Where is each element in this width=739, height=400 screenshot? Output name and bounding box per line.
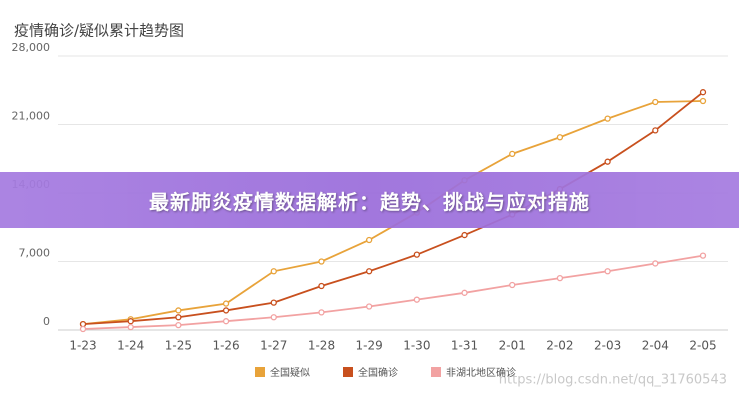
x-tick-label: 1-26 bbox=[212, 339, 239, 353]
data-point bbox=[318, 258, 325, 265]
data-point bbox=[556, 274, 564, 282]
data-point bbox=[175, 321, 182, 329]
y-tick-label: 0 bbox=[43, 315, 50, 328]
x-tick-label: 1-27 bbox=[260, 339, 287, 353]
legend-label: 全国确诊 bbox=[358, 366, 398, 379]
data-point bbox=[461, 231, 468, 239]
y-tick-label: 21,000 bbox=[12, 110, 51, 123]
data-point bbox=[366, 303, 373, 310]
data-point bbox=[413, 296, 420, 303]
data-point bbox=[556, 134, 564, 141]
watermark: https://blog.csdn.net/qq_31760543 bbox=[499, 373, 727, 388]
data-point bbox=[175, 307, 182, 314]
legend-swatch bbox=[343, 367, 353, 377]
legend-label: 全国疑似 bbox=[270, 366, 310, 379]
x-tick-label: 2-05 bbox=[689, 339, 716, 353]
x-tick-label: 2-03 bbox=[594, 339, 621, 353]
banner-text: 最新肺炎疫情数据解析：趋势、挑战与应对措施 bbox=[149, 189, 590, 214]
data-point bbox=[318, 309, 325, 316]
data-point bbox=[222, 307, 230, 314]
data-point bbox=[270, 314, 277, 321]
data-point bbox=[222, 300, 230, 307]
data-point bbox=[366, 236, 373, 244]
data-point bbox=[699, 89, 707, 96]
data-point bbox=[461, 289, 468, 296]
data-point bbox=[222, 318, 230, 325]
x-tick-label: 1-29 bbox=[356, 339, 383, 353]
data-point bbox=[175, 314, 182, 321]
data-point bbox=[604, 268, 611, 275]
legend-label: 非湖北地区确诊 bbox=[446, 366, 516, 379]
data-point bbox=[509, 281, 516, 289]
data-point bbox=[318, 282, 325, 290]
x-tick-label: 1-31 bbox=[451, 339, 478, 353]
series-line bbox=[82, 254, 704, 330]
x-tick-label: 1-25 bbox=[165, 339, 192, 353]
legend-swatch bbox=[255, 367, 265, 377]
chart-title: 疫情确诊/疑似累计趋势图 bbox=[14, 22, 184, 40]
y-tick-label: 28,000 bbox=[12, 41, 51, 54]
legend-swatch bbox=[431, 367, 441, 377]
x-tick-label: 2-01 bbox=[499, 339, 526, 353]
y-tick-label: 7,000 bbox=[19, 247, 51, 260]
x-tick-label: 1-23 bbox=[69, 339, 96, 353]
data-point bbox=[509, 150, 516, 158]
data-point bbox=[366, 268, 373, 275]
data-point bbox=[652, 260, 659, 267]
series-line bbox=[82, 91, 704, 326]
x-tick-label: 1-28 bbox=[308, 339, 335, 353]
data-point bbox=[699, 252, 707, 259]
data-point bbox=[79, 325, 87, 333]
data-point bbox=[652, 98, 659, 106]
data-point bbox=[413, 251, 420, 258]
banner: 最新肺炎疫情数据解析：趋势、挑战与应对措施 bbox=[0, 172, 739, 228]
x-tick-label: 1-24 bbox=[117, 339, 144, 353]
data-point bbox=[270, 299, 277, 306]
data-point bbox=[652, 127, 659, 134]
data-point bbox=[127, 323, 134, 331]
data-point bbox=[270, 268, 277, 275]
data-point bbox=[699, 97, 707, 105]
data-point bbox=[604, 158, 611, 165]
x-tick-label: 2-04 bbox=[642, 339, 669, 353]
x-tick-label: 2-02 bbox=[546, 339, 573, 353]
x-tick-label: 1-30 bbox=[403, 339, 430, 353]
data-point bbox=[127, 318, 134, 325]
data-point bbox=[604, 115, 611, 122]
